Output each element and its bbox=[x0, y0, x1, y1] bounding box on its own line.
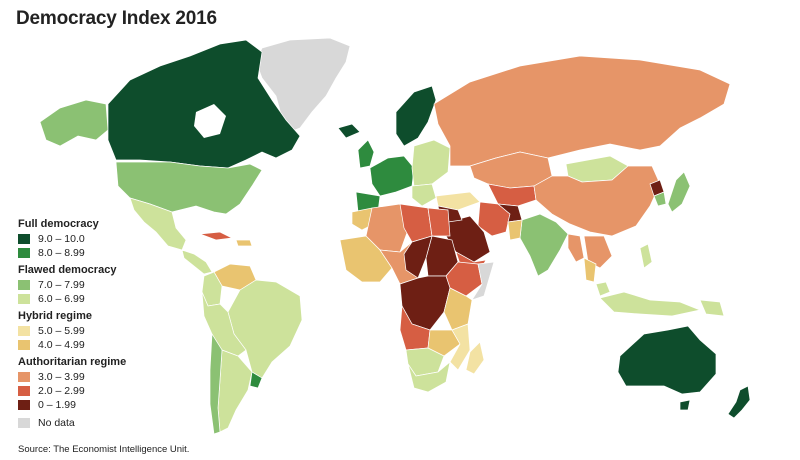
region-uk bbox=[357, 139, 375, 169]
legend-item: 2.0 – 2.99 bbox=[18, 384, 168, 398]
legend-group-title: Full democracy bbox=[18, 218, 99, 230]
region-cuba bbox=[199, 231, 234, 241]
region-central-america bbox=[181, 249, 213, 275]
legend-group-full-democracy: Full democracy 9.0 – 10.0 8.0 – 8.99 bbox=[18, 218, 168, 260]
legend-item: 7.0 – 7.99 bbox=[18, 278, 168, 292]
region-western-europe bbox=[369, 155, 415, 197]
region-new-zealand bbox=[727, 385, 751, 419]
legend-label: 9.0 – 10.0 bbox=[38, 233, 85, 245]
legend-swatch bbox=[18, 386, 30, 396]
region-south-korea bbox=[653, 191, 667, 207]
legend-label: 8.0 – 8.99 bbox=[38, 247, 85, 259]
legend-swatch bbox=[18, 234, 30, 244]
map-title: Democracy Index 2016 bbox=[16, 8, 217, 29]
region-caribbean bbox=[235, 239, 253, 247]
region-peru-bolivia bbox=[201, 291, 247, 357]
region-malaysia bbox=[595, 281, 611, 297]
region-pakistan bbox=[507, 219, 523, 241]
region-chile bbox=[209, 332, 223, 435]
region-png bbox=[699, 299, 725, 317]
region-mozambique bbox=[449, 323, 471, 371]
source-note: Source: The Economist Intelligence Unit. bbox=[18, 444, 190, 455]
legend-label: 5.0 – 5.99 bbox=[38, 325, 85, 337]
legend-item: 0 – 1.99 bbox=[18, 398, 168, 412]
region-egypt bbox=[427, 207, 451, 237]
legend-swatch bbox=[18, 248, 30, 258]
region-saudi-arabia bbox=[445, 215, 491, 263]
region-balkans bbox=[411, 183, 437, 207]
region-argentina bbox=[217, 349, 253, 433]
region-tasmania bbox=[679, 399, 691, 411]
region-india bbox=[519, 213, 569, 277]
legend-label: 4.0 – 4.99 bbox=[38, 339, 85, 351]
region-canada bbox=[107, 39, 301, 169]
legend-swatch bbox=[18, 294, 30, 304]
legend-swatch bbox=[18, 326, 30, 336]
region-somalia bbox=[471, 261, 495, 301]
legend-group-authoritarian-regime: Authoritarian regime 3.0 – 3.99 2.0 – 2.… bbox=[18, 356, 168, 412]
legend-label: 3.0 – 3.99 bbox=[38, 371, 85, 383]
legend-label: 6.0 – 6.99 bbox=[38, 293, 85, 305]
region-australia bbox=[617, 325, 717, 395]
legend-group-title: Authoritarian regime bbox=[18, 356, 127, 368]
legend-label: No data bbox=[38, 417, 75, 429]
region-myanmar bbox=[567, 233, 585, 263]
legend-swatch bbox=[18, 280, 30, 290]
region-russia bbox=[433, 55, 731, 167]
legend-label: 0 – 1.99 bbox=[38, 399, 76, 411]
legend-label: 2.0 – 2.99 bbox=[38, 385, 85, 397]
legend-item: 6.0 – 6.99 bbox=[18, 292, 168, 306]
legend-item: 9.0 – 10.0 bbox=[18, 232, 168, 246]
legend-swatch bbox=[18, 418, 30, 428]
region-thailand bbox=[583, 257, 597, 283]
legend-swatch bbox=[18, 400, 30, 410]
region-iceland bbox=[337, 123, 361, 139]
region-eastern-europe bbox=[411, 139, 451, 187]
legend-group-hybrid-regime: Hybrid regime 5.0 – 5.99 4.0 – 4.99 bbox=[18, 310, 168, 352]
legend: Full democracy 9.0 – 10.0 8.0 – 8.99 Fla… bbox=[18, 218, 168, 430]
region-philippines bbox=[639, 243, 653, 269]
region-indochina bbox=[583, 235, 613, 269]
legend-item: 4.0 – 4.99 bbox=[18, 338, 168, 352]
region-greenland bbox=[255, 37, 351, 133]
region-alaska bbox=[39, 99, 109, 147]
legend-item: 3.0 – 3.99 bbox=[18, 370, 168, 384]
region-south-africa bbox=[407, 361, 451, 393]
region-japan bbox=[667, 171, 691, 213]
legend-group-title: Hybrid regime bbox=[18, 310, 92, 322]
legend-item: 5.0 – 5.99 bbox=[18, 324, 168, 338]
region-madagascar bbox=[465, 341, 485, 375]
legend-item-no-data: No data bbox=[18, 416, 168, 430]
region-zambia bbox=[427, 329, 461, 357]
region-west-africa bbox=[339, 235, 393, 283]
legend-swatch bbox=[18, 372, 30, 382]
legend-group-flawed-democracy: Flawed democracy 7.0 – 7.99 6.0 – 6.99 bbox=[18, 264, 168, 306]
region-scandinavia bbox=[395, 85, 437, 147]
legend-label: 7.0 – 7.99 bbox=[38, 279, 85, 291]
region-indonesia bbox=[599, 291, 702, 317]
legend-item: 8.0 – 8.99 bbox=[18, 246, 168, 260]
region-turkey bbox=[435, 191, 481, 211]
legend-group-title: Flawed democracy bbox=[18, 264, 117, 276]
legend-swatch bbox=[18, 340, 30, 350]
region-uruguay bbox=[249, 371, 263, 389]
